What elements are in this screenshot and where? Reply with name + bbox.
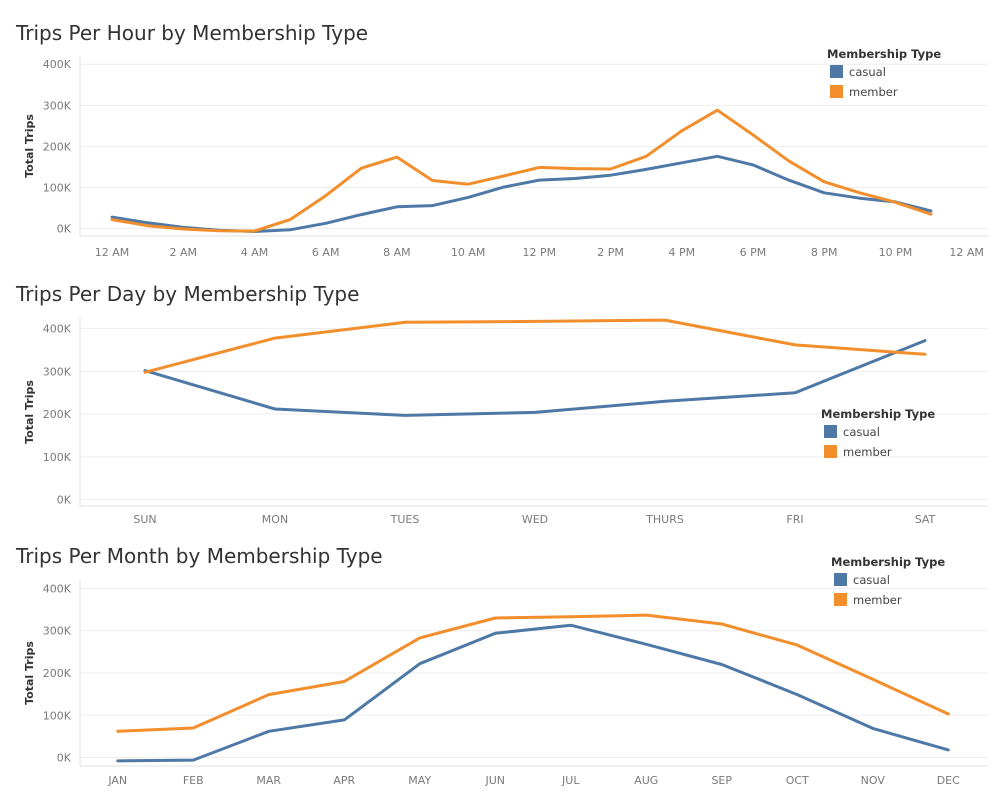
x-tick-label: 10 PM — [879, 246, 913, 259]
x-tick-label: FRI — [786, 513, 803, 526]
y-tick-label: 200K — [43, 140, 72, 153]
legend-swatch-casual — [824, 425, 837, 438]
legend: Membership Type casual member — [831, 555, 945, 607]
x-tick-label: 4 PM — [668, 246, 695, 259]
legend-label-casual: casual — [853, 573, 890, 587]
y-tick-label: 100K — [43, 182, 72, 195]
legend-label-member: member — [853, 593, 902, 607]
x-tick-label: 6 AM — [312, 246, 340, 259]
legend-title: Membership Type — [827, 47, 941, 61]
chart-title: Trips Per Month by Membership Type — [15, 544, 383, 568]
x-tick-label: MAR — [256, 774, 281, 787]
x-tick-label: 2 PM — [597, 246, 624, 259]
chart-panel-1: Trips Per Hour by Membership Type 0K 100K 2… — [15, 21, 988, 259]
series-line-member — [110, 108, 933, 233]
y-tick-label: 200K — [43, 667, 72, 680]
x-tick-label: APR — [333, 774, 355, 787]
x-tick-label: OCT — [786, 774, 809, 787]
x-tick-label: FEB — [183, 774, 204, 787]
x-tick-label: 8 AM — [383, 246, 411, 259]
x-tick-label: SEP — [711, 774, 732, 787]
y-tick-label: 400K — [43, 323, 72, 336]
legend-swatch-member — [824, 445, 837, 458]
x-tick-label: 12 AM — [949, 246, 984, 259]
y-tick-label: 300K — [43, 365, 72, 378]
legend-label-member: member — [843, 445, 892, 459]
series-line-casual — [110, 154, 933, 233]
legend-swatch-casual — [834, 573, 847, 586]
x-tick-label: TUES — [390, 513, 420, 526]
x-tick-label: MON — [262, 513, 288, 526]
legend-swatch-member — [834, 593, 847, 606]
y-tick-label: 300K — [43, 99, 72, 112]
legend-label-casual: casual — [849, 65, 886, 79]
series-line-member — [116, 613, 950, 733]
chart-panel-3: Trips Per Month by Membership Type 0K 100K… — [15, 544, 988, 787]
y-tick-label: 400K — [43, 58, 72, 71]
x-tick-label: JUN — [484, 774, 505, 787]
x-tick-label: 10 AM — [451, 246, 486, 259]
y-axis-title: Total Trips — [23, 114, 36, 178]
x-tick-label: NOV — [861, 774, 886, 787]
x-tick-label: DEC — [937, 774, 960, 787]
x-tick-label: SAT — [915, 513, 936, 526]
y-axis-title: Total Trips — [23, 380, 36, 444]
y-tick-label: 300K — [43, 625, 72, 638]
x-tick-label: 4 AM — [241, 246, 269, 259]
series-line-member — [143, 318, 927, 374]
legend-title: Membership Type — [821, 407, 935, 421]
x-tick-label: 12 PM — [523, 246, 557, 259]
legend-swatch-member — [830, 85, 843, 98]
y-tick-label: 400K — [43, 582, 72, 595]
chart-title: Trips Per Hour by Membership Type — [15, 21, 368, 45]
legend: Membership Type casual member — [827, 47, 941, 99]
x-tick-label: THURS — [645, 513, 684, 526]
x-tick-label: 12 AM — [95, 246, 130, 259]
legend-label-member: member — [849, 85, 898, 99]
x-tick-label: JAN — [107, 774, 127, 787]
y-tick-label: 100K — [43, 709, 72, 722]
x-tick-label: WED — [522, 513, 548, 526]
x-tick-label: AUG — [634, 774, 658, 787]
x-tick-label: MAY — [408, 774, 431, 787]
chart-title: Trips Per Day by Membership Type — [15, 282, 359, 306]
chart-panel-2: Trips Per Day by Membership Type 0K 100K 20… — [15, 282, 988, 526]
x-tick-label: 8 PM — [811, 246, 838, 259]
legend-title: Membership Type — [831, 555, 945, 569]
y-tick-label: 0K — [57, 752, 72, 765]
legend-swatch-casual — [830, 65, 843, 78]
y-axis-title: Total Trips — [23, 641, 36, 705]
series-line-casual — [116, 623, 950, 763]
x-tick-label: SUN — [133, 513, 156, 526]
y-tick-label: 0K — [57, 494, 72, 507]
y-tick-label: 0K — [57, 223, 72, 236]
y-tick-label: 100K — [43, 451, 72, 464]
legend-label-casual: casual — [843, 425, 880, 439]
x-tick-label: 2 AM — [170, 246, 198, 259]
x-tick-label: 6 PM — [740, 246, 767, 259]
series-line-casual — [143, 339, 927, 417]
x-tick-label: JUL — [561, 774, 580, 787]
legend: Membership Type casual member — [821, 407, 935, 459]
y-tick-label: 200K — [43, 408, 72, 421]
